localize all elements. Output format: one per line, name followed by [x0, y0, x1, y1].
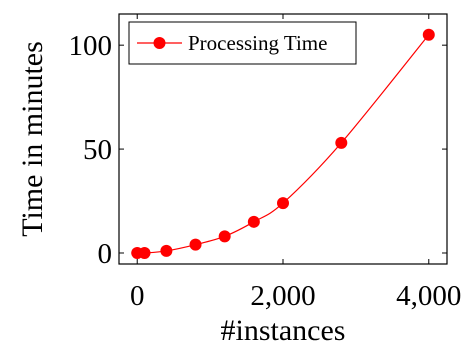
series-line: [137, 34, 430, 254]
data-point: [218, 230, 231, 243]
tick-labels: 0 2,000 4,000 0 50 100: [69, 30, 462, 312]
data-point: [277, 197, 289, 210]
data-point: [422, 28, 435, 41]
data-point: [160, 244, 173, 257]
data-point: [138, 246, 151, 259]
y-tick-label: 50: [83, 134, 112, 166]
x-tick-label: 2,000: [250, 280, 315, 312]
series-layer: [131, 28, 435, 259]
x-tick-label: 4,000: [396, 280, 461, 312]
x-tick-label: 0: [130, 280, 145, 312]
data-point: [189, 238, 202, 251]
legend: Processing Time: [128, 21, 357, 65]
data-point: [247, 215, 260, 228]
legend-marker-sample: [153, 37, 166, 49]
data-point: [335, 136, 348, 149]
y-tick-label: 100: [69, 30, 113, 62]
x-axis-label: #instances: [221, 314, 346, 347]
y-axis-label: Time in minutes: [16, 41, 49, 237]
legend-label: Processing Time: [188, 31, 327, 55]
y-tick-label: 0: [98, 238, 113, 270]
axis-ticks: [119, 14, 447, 264]
